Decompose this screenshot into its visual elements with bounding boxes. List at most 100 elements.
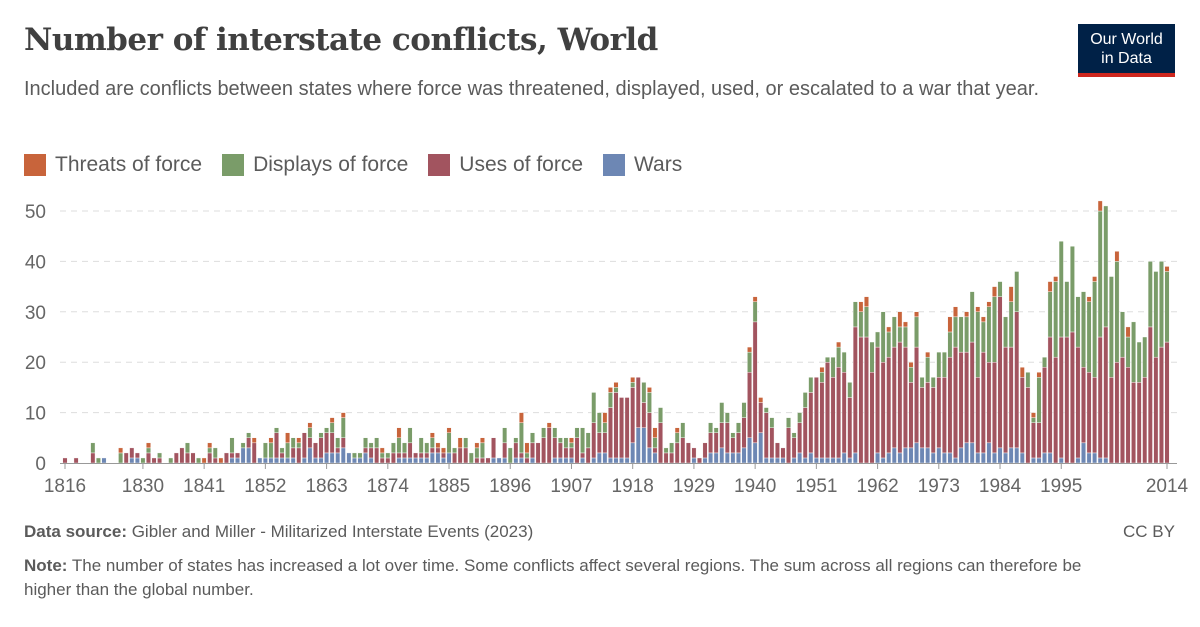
bar-wars xyxy=(730,452,736,464)
bar-uses-of-force xyxy=(947,356,953,454)
bar-wars xyxy=(813,457,819,464)
bar-wars xyxy=(825,457,830,464)
bar-wars xyxy=(496,457,502,464)
bar-wars xyxy=(852,452,858,464)
bar-uses-of-force xyxy=(719,422,725,449)
source-text: Gibler and Miller - Militarized Intersta… xyxy=(126,522,534,541)
bar-uses-of-force xyxy=(207,452,213,464)
license-link[interactable]: CC BY xyxy=(1123,522,1175,541)
bar-wars xyxy=(997,447,1003,464)
bar-displays-of-force xyxy=(641,382,647,403)
bar-uses-of-force xyxy=(602,432,608,454)
bar-displays-of-force xyxy=(708,422,714,433)
bar-displays-of-force xyxy=(646,392,652,413)
bar-displays-of-force xyxy=(1008,301,1014,348)
bar-displays-of-force xyxy=(914,316,919,348)
bar-uses-of-force xyxy=(1025,387,1031,464)
legend-item-wars[interactable]: Wars xyxy=(603,153,682,177)
bar-displays-of-force xyxy=(446,432,452,454)
x-tick-label: 1885 xyxy=(428,476,470,497)
bar-displays-of-force xyxy=(858,311,864,338)
bar-uses-of-force xyxy=(741,417,747,449)
bar-threats-of-force xyxy=(1019,367,1025,378)
bar-threats-of-force xyxy=(1031,412,1036,418)
bar-uses-of-force xyxy=(886,356,892,454)
bar-displays-of-force xyxy=(480,442,485,459)
bar-wars xyxy=(424,457,430,464)
bar-uses-of-force xyxy=(457,447,463,464)
bar-uses-of-force xyxy=(941,377,947,454)
bar-uses-of-force xyxy=(596,432,602,454)
bar-wars xyxy=(240,447,246,464)
bar-displays-of-force xyxy=(1081,291,1086,368)
bar-uses-of-force xyxy=(1014,311,1020,449)
bar-wars xyxy=(1081,442,1086,464)
bar-uses-of-force xyxy=(858,336,864,464)
bar-displays-of-force xyxy=(507,447,513,464)
owid-logo[interactable]: Our World in Data xyxy=(1078,24,1175,77)
bar-displays-of-force xyxy=(407,427,413,444)
bar-uses-of-force xyxy=(385,457,391,464)
x-tick-label: 1918 xyxy=(612,476,654,497)
bar-wars xyxy=(429,452,435,464)
bar-displays-of-force xyxy=(396,437,402,454)
bar-wars xyxy=(396,457,402,464)
bar-threats-of-force xyxy=(457,437,463,449)
bar-displays-of-force xyxy=(791,432,797,439)
bar-wars xyxy=(914,442,919,464)
legend-item-uses[interactable]: Uses of force xyxy=(428,153,583,177)
bar-wars xyxy=(708,452,714,464)
bar-threats-of-force xyxy=(1053,276,1059,282)
bar-threats-of-force xyxy=(340,412,346,418)
bar-displays-of-force xyxy=(658,407,663,423)
bar-threats-of-force xyxy=(285,432,291,444)
bar-displays-of-force xyxy=(1142,336,1148,378)
bar-displays-of-force xyxy=(168,457,174,464)
bar-uses-of-force xyxy=(224,452,229,464)
bar-wars xyxy=(513,457,519,464)
bar-displays-of-force xyxy=(279,447,285,454)
bar-displays-of-force xyxy=(819,372,825,383)
bar-uses-of-force xyxy=(919,387,925,449)
bar-threats-of-force xyxy=(569,437,574,444)
bar-uses-of-force xyxy=(830,377,836,459)
bar-uses-of-force xyxy=(658,422,663,464)
bar-displays-of-force xyxy=(196,457,201,464)
bar-displays-of-force xyxy=(557,437,563,444)
bar-uses-of-force xyxy=(518,452,524,459)
bar-displays-of-force xyxy=(296,442,302,449)
bar-uses-of-force xyxy=(841,372,847,454)
bar-threats-of-force xyxy=(201,457,207,464)
bar-displays-of-force xyxy=(841,351,847,373)
bar-wars xyxy=(797,452,803,464)
legend-item-displays[interactable]: Displays of force xyxy=(222,153,408,177)
bar-uses-of-force xyxy=(557,442,563,459)
bar-displays-of-force xyxy=(674,432,680,444)
bar-uses-of-force xyxy=(134,452,140,459)
bar-uses-of-force xyxy=(775,442,780,459)
bar-uses-of-force xyxy=(613,392,619,459)
bar-wars xyxy=(702,457,708,464)
bar-displays-of-force xyxy=(268,442,274,459)
bar-uses-of-force xyxy=(146,452,151,464)
bar-wars xyxy=(947,452,953,464)
bar-uses-of-force xyxy=(819,382,825,459)
bar-wars xyxy=(652,452,658,464)
bar-wars xyxy=(313,457,318,464)
x-tick-label: 1940 xyxy=(734,476,776,497)
bar-uses-of-force xyxy=(1036,422,1042,459)
bar-displays-of-force xyxy=(602,422,608,433)
legend-item-threats[interactable]: Threats of force xyxy=(24,153,202,177)
bar-wars xyxy=(262,457,268,464)
bar-wars xyxy=(491,457,496,464)
bar-displays-of-force xyxy=(1036,377,1042,423)
bar-displays-of-force xyxy=(1003,316,1008,348)
y-tick-label: 20 xyxy=(25,353,46,374)
bar-wars xyxy=(969,442,975,464)
x-tick-label: 2014 xyxy=(1146,476,1189,497)
bar-displays-of-force xyxy=(1114,261,1120,363)
bar-displays-of-force xyxy=(563,437,569,449)
x-tick-label: 1907 xyxy=(550,476,592,497)
bar-uses-of-force xyxy=(691,447,697,459)
